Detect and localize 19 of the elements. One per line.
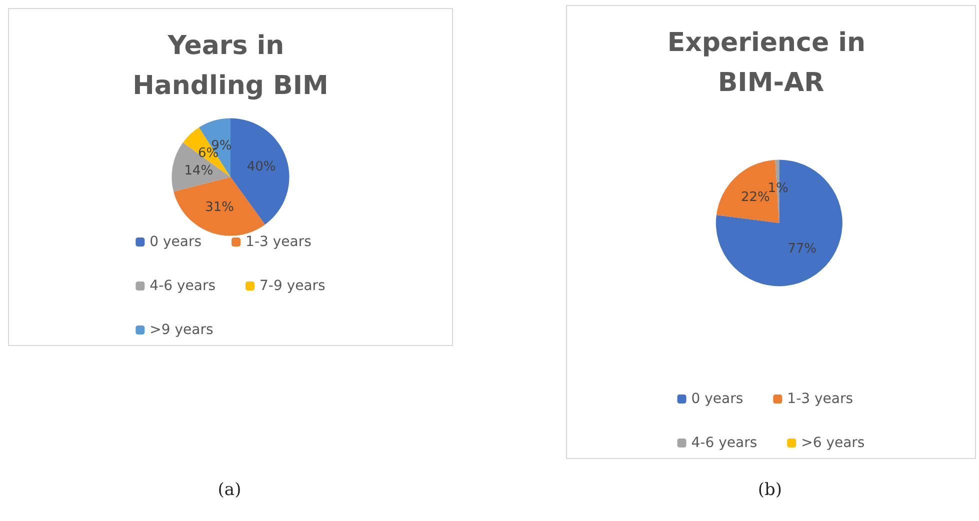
data-label: 14% xyxy=(184,163,214,178)
legend-label: 0 years xyxy=(150,234,202,250)
text: (a) xyxy=(216,480,242,500)
legend-label: 4-6 years xyxy=(691,435,758,451)
data-label: 40% xyxy=(246,159,276,174)
chart-title: Experience in BIM-AR xyxy=(667,28,875,98)
data-label: 1% xyxy=(768,180,788,196)
legend-label: 7-9 years xyxy=(260,278,326,294)
legend-label: 1-3 years xyxy=(246,234,312,250)
legend-label: 4-6 years xyxy=(150,278,216,294)
chart-title: Years in Handling BIM xyxy=(132,31,328,101)
text: (b) xyxy=(756,480,784,500)
legend-label: 0 years xyxy=(691,391,744,407)
legend-label: >9 years xyxy=(150,322,214,338)
data-label: 77% xyxy=(788,241,817,256)
data-label: 22% xyxy=(741,190,770,206)
data-label: 31% xyxy=(205,200,234,215)
legend-label: >6 years xyxy=(801,435,865,451)
legend-label: 1-3 years xyxy=(787,391,853,407)
